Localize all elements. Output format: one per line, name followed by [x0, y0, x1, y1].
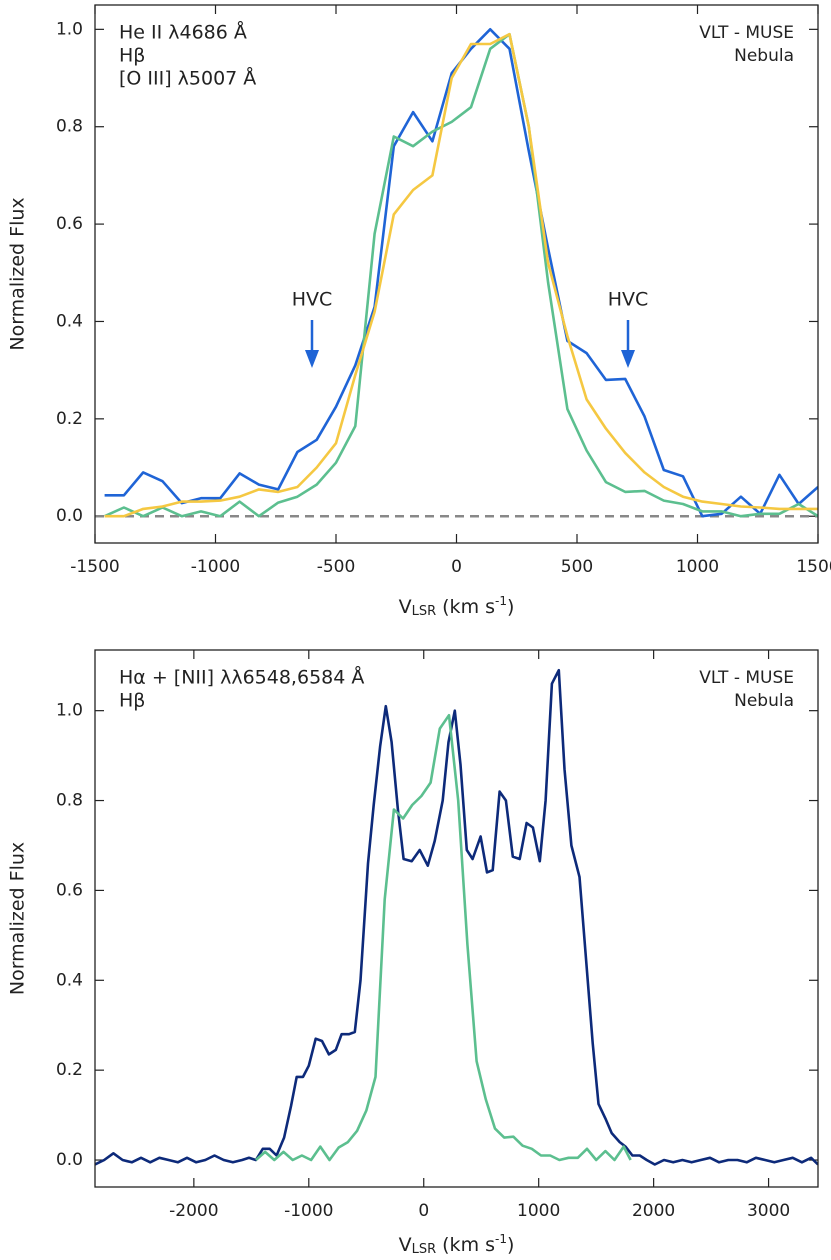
annotation: VLT - MUSE — [699, 23, 794, 43]
arrow-head — [305, 350, 319, 368]
y-tick-label: 0.2 — [56, 1060, 83, 1080]
x-axis-label-part: -1 — [495, 594, 507, 608]
x-axis-label-part: (km s — [436, 1234, 495, 1256]
annotation: VLT - MUSE — [699, 668, 794, 688]
legend-entry: He II λ4686 Å — [119, 21, 247, 44]
y-tick-label: 1.0 — [56, 701, 83, 721]
series-line — [104, 32, 818, 518]
arrow-label: HVC — [608, 289, 649, 311]
x-tick-label: 1500 — [796, 557, 831, 577]
y-tick-label: 0.6 — [56, 880, 83, 900]
x-axis-label: VLSR (km s-1) — [399, 1232, 515, 1257]
series-line — [104, 32, 818, 518]
x-tick-label: 2000 — [632, 1201, 675, 1221]
y-tick-label: 0.2 — [56, 409, 83, 429]
x-tick-label: 1000 — [676, 557, 719, 577]
series-line — [104, 28, 818, 518]
y-tick-label: 0.4 — [56, 311, 83, 331]
x-axis-label-part: V — [399, 596, 412, 618]
y-axis-label: Normalized Flux — [7, 197, 29, 350]
x-tick-label: -1000 — [191, 557, 240, 577]
plot-frame — [94, 4, 819, 544]
x-axis-label-part: -1 — [495, 1232, 507, 1246]
y-axis-label: Normalized Flux — [7, 842, 29, 995]
y-tick-label: 0.0 — [56, 506, 83, 526]
y-tick-label: 0.4 — [56, 970, 83, 990]
x-axis-label: VLSR (km s-1) — [399, 594, 515, 619]
y-tick-label: 0.6 — [56, 214, 83, 234]
legend-entry: [O III] λ5007 Å — [119, 67, 256, 90]
y-tick-label: 0.8 — [56, 791, 83, 811]
x-axis-label-part: LSR — [412, 1242, 437, 1257]
series-line — [255, 713, 632, 1162]
y-tick-label: 1.0 — [56, 19, 83, 39]
x-tick-label: 0 — [418, 1201, 429, 1221]
x-axis-label-part: V — [399, 1234, 412, 1256]
series-line — [95, 668, 818, 1166]
x-axis-label-part: LSR — [412, 604, 437, 619]
annotation: Nebula — [734, 691, 794, 711]
x-axis-label-part: ) — [507, 1234, 514, 1256]
x-axis-label-part: ) — [507, 596, 514, 618]
x-tick-label: -1500 — [70, 557, 119, 577]
legend-entry: Hα + [NII] λλ6548,6584 Å — [119, 666, 364, 689]
y-tick-label: 0.8 — [56, 117, 83, 137]
y-tick-label: 0.0 — [56, 1150, 83, 1170]
x-tick-label: -2000 — [169, 1201, 218, 1221]
x-tick-label: 3000 — [747, 1201, 790, 1221]
x-tick-label: -1000 — [284, 1201, 333, 1221]
x-axis-label-part: (km s — [436, 596, 495, 618]
x-tick-label: 500 — [561, 557, 593, 577]
legend-entry: Hβ — [119, 690, 145, 712]
plot-frame — [94, 649, 819, 1188]
legend-entry: Hβ — [119, 45, 145, 67]
annotation: Nebula — [734, 46, 794, 66]
x-tick-label: 1000 — [517, 1201, 560, 1221]
x-tick-label: -500 — [317, 557, 356, 577]
arrow-label: HVC — [292, 289, 333, 311]
arrow-head — [621, 350, 635, 368]
x-tick-label: 0 — [451, 557, 462, 577]
